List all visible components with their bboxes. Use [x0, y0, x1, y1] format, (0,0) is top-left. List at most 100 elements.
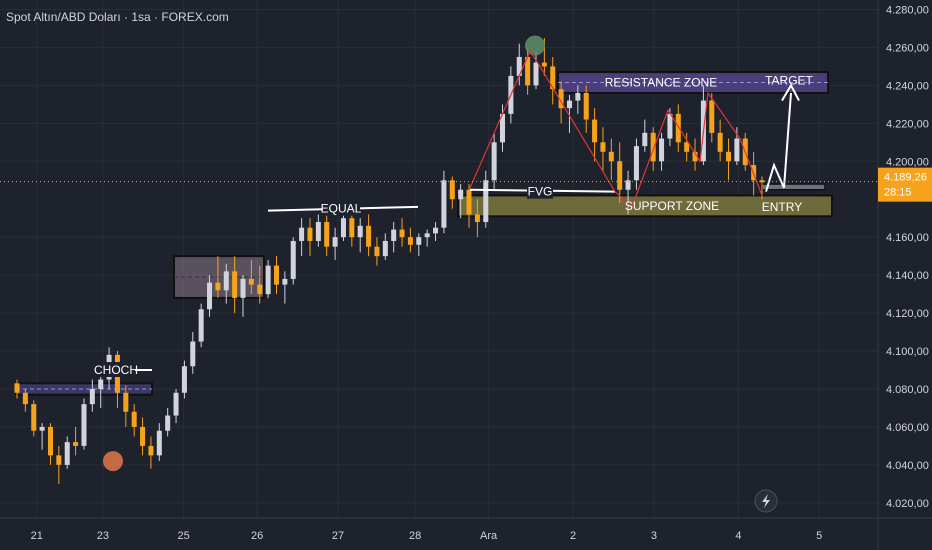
projection-path	[765, 92, 792, 192]
candle-body	[449, 180, 455, 200]
candle-body	[366, 225, 372, 247]
candle-body	[499, 113, 506, 143]
zigzag-line	[469, 49, 763, 208]
candle-body	[73, 442, 79, 446]
candle-body	[14, 383, 20, 393]
candle-body	[726, 151, 732, 162]
candle-body	[98, 379, 104, 389]
candle-body	[483, 180, 489, 222]
candle-body	[156, 430, 162, 456]
support-label: SUPPORT ZONE	[625, 199, 719, 213]
candle-body	[391, 229, 397, 241]
candle-body	[173, 392, 179, 416]
candle-body	[324, 222, 330, 247]
countdown-label: 28:15	[884, 187, 912, 199]
candle-body	[416, 237, 422, 245]
price-label: 4.189,26	[884, 172, 927, 184]
y-tick-label: 4.120,00	[886, 308, 929, 320]
candle-body	[516, 56, 522, 76]
candle-body	[466, 189, 472, 215]
candle-body	[22, 392, 28, 405]
candle-body	[207, 282, 213, 310]
candle-body	[642, 132, 648, 147]
equal-label-bg	[322, 200, 360, 216]
candle-body	[349, 218, 355, 238]
candle-body	[140, 426, 146, 446]
candle-body	[290, 240, 296, 279]
candle-body	[123, 392, 129, 412]
y-tick-label: 4.220,00	[886, 118, 929, 130]
candle-body	[240, 278, 246, 298]
candle-body	[625, 180, 631, 190]
candle-body	[215, 282, 221, 291]
candle-body	[374, 246, 380, 257]
x-tick-label: Ara	[480, 530, 498, 542]
candle-body	[541, 62, 547, 67]
candle-body	[56, 455, 62, 465]
entry-box	[761, 183, 826, 191]
x-tick-label: 28	[409, 530, 421, 542]
chart-title: Spot Altın/ABD Doları · 1sa · FOREX.com	[6, 10, 229, 24]
swing-low-marker	[103, 451, 123, 472]
candle-body	[558, 89, 564, 109]
candle-body	[592, 119, 598, 143]
lightning-icon[interactable]	[754, 489, 778, 513]
lightning-icon-glyph	[762, 494, 770, 508]
x-tick-label: 27	[332, 530, 344, 542]
candle-body	[315, 222, 321, 241]
candle-body	[600, 142, 606, 152]
candle-body	[566, 100, 572, 109]
candle-body	[382, 240, 388, 257]
candle-body	[148, 445, 154, 456]
x-tick-label: 25	[178, 530, 190, 542]
candle-body	[675, 113, 681, 143]
candle-body	[608, 151, 614, 162]
candle-body	[407, 237, 413, 245]
candle-body	[299, 227, 305, 241]
y-tick-label: 4.100,00	[886, 346, 929, 358]
x-tick-label: 23	[97, 530, 109, 542]
candle-body	[575, 92, 581, 101]
candle-body	[617, 161, 623, 190]
candle-body	[47, 426, 53, 456]
candle-body	[89, 388, 95, 405]
y-tick-label: 4.140,00	[886, 270, 929, 282]
candle-body	[307, 227, 313, 241]
candle-body	[257, 284, 263, 295]
candle-body	[458, 189, 464, 200]
candle-body	[282, 278, 288, 285]
candle-body	[357, 225, 363, 238]
x-tick-label: 5	[816, 530, 822, 542]
candle-body	[424, 233, 430, 238]
y-tick-label: 4.160,00	[886, 232, 929, 244]
candle-body	[198, 309, 204, 342]
candle-body	[31, 404, 37, 431]
y-tick-label: 4.240,00	[886, 80, 929, 92]
choch-label: CHOCH	[94, 363, 138, 377]
candle-body	[232, 271, 238, 298]
candle-body	[165, 415, 171, 431]
candle-body	[265, 265, 271, 295]
fvg-label-bg	[527, 183, 553, 199]
choch-label-bg	[97, 362, 135, 377]
x-tick-label: 21	[31, 530, 43, 542]
candle-body	[433, 227, 439, 234]
support-zone	[457, 194, 833, 218]
y-tick-label: 4.020,00	[886, 498, 929, 510]
equal-label: EQUAL	[321, 202, 362, 216]
candle-body	[633, 146, 639, 181]
y-tick-label: 4.060,00	[886, 422, 929, 434]
y-tick-label: 4.080,00	[886, 384, 929, 396]
candle-body	[441, 180, 447, 228]
candle-body	[181, 366, 187, 393]
candle-body	[273, 265, 280, 285]
entry-label: ENTRY	[762, 200, 802, 214]
candle-body	[190, 341, 196, 367]
target-label: TARGET	[765, 74, 813, 88]
candle-body	[709, 100, 715, 133]
resistance-label: RESISTANCE ZONE	[605, 76, 717, 90]
x-tick-label: 3	[651, 530, 657, 542]
candle-body	[81, 404, 87, 446]
